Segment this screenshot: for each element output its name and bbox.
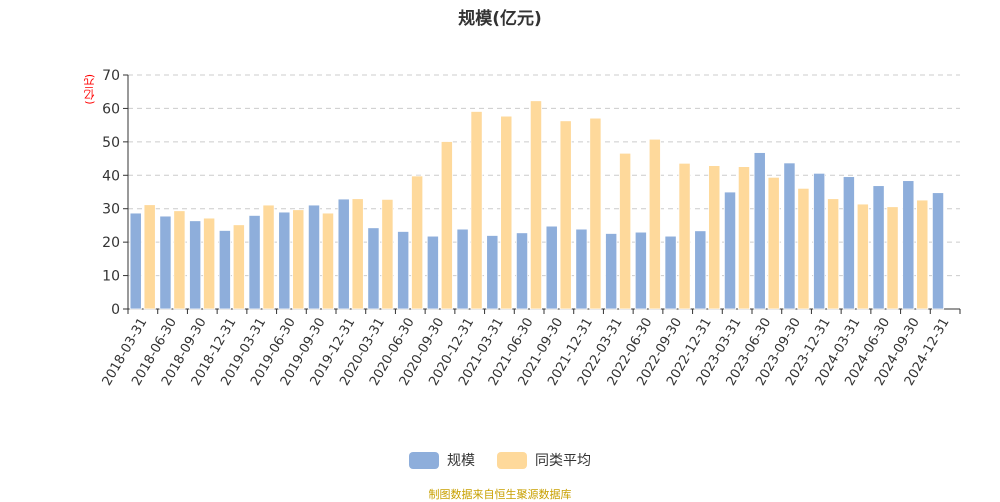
bar <box>381 198 394 310</box>
bar <box>470 111 483 310</box>
bar <box>321 212 335 310</box>
bar <box>292 209 305 310</box>
bar <box>440 141 453 310</box>
bar <box>307 204 321 310</box>
bar <box>218 230 231 310</box>
bar <box>856 203 869 310</box>
bar <box>262 204 275 310</box>
bar <box>559 120 572 310</box>
bar <box>129 212 142 310</box>
legend: 规模 同类平均 <box>0 450 1000 470</box>
bar <box>411 175 424 310</box>
bar <box>545 225 558 310</box>
bar <box>159 215 172 310</box>
legend-item-scale[interactable]: 规模 <box>409 450 475 470</box>
bar <box>694 230 707 310</box>
bar <box>456 228 469 310</box>
bar <box>619 152 632 310</box>
bar <box>143 204 156 310</box>
bar <box>203 217 216 310</box>
bar <box>500 115 513 310</box>
bar <box>351 198 364 310</box>
y-tick-label: 40 <box>102 168 120 184</box>
y-tick-label: 50 <box>102 135 120 151</box>
legend-item-average[interactable]: 同类平均 <box>497 450 591 470</box>
bar <box>753 152 766 310</box>
bar <box>648 138 661 310</box>
bar <box>737 166 751 310</box>
bar <box>842 176 855 310</box>
legend-swatch <box>497 451 527 469</box>
bar <box>664 235 677 310</box>
y-tick-label: 0 <box>111 302 120 318</box>
bar <box>605 233 618 310</box>
bar <box>248 214 261 310</box>
bar <box>767 176 780 310</box>
bar <box>723 191 737 310</box>
bar <box>931 192 945 310</box>
bar <box>902 180 915 310</box>
bar <box>916 199 929 310</box>
bar <box>173 210 186 310</box>
legend-label: 同类平均 <box>535 453 591 469</box>
bar <box>575 228 588 310</box>
bar <box>872 185 885 310</box>
y-tick-label: 70 <box>102 68 120 84</box>
bar <box>232 224 245 310</box>
bar <box>426 235 439 310</box>
bar <box>337 198 350 310</box>
bar <box>278 211 291 310</box>
bar <box>678 162 691 310</box>
bar <box>797 187 810 310</box>
bar <box>189 220 202 310</box>
bar <box>589 117 602 310</box>
y-tick-label: 10 <box>102 269 120 285</box>
bar <box>397 231 410 310</box>
y-tick-label: 20 <box>102 235 120 251</box>
y-tick-label: 60 <box>102 101 120 117</box>
bar <box>827 198 840 310</box>
legend-label: 规模 <box>447 453 475 469</box>
bar <box>783 162 796 310</box>
bar <box>486 235 499 310</box>
source-note: 制图数据来自恒生聚源数据库 <box>428 488 572 501</box>
bar <box>529 100 543 310</box>
bar <box>634 231 647 310</box>
y-tick-label: 30 <box>102 202 120 218</box>
chart-title: 规模(亿元) <box>458 9 542 29</box>
bar <box>515 232 529 310</box>
bar <box>708 165 721 310</box>
bar <box>886 206 899 310</box>
legend-swatch <box>409 451 439 469</box>
bar <box>367 227 380 310</box>
bar <box>813 172 826 310</box>
